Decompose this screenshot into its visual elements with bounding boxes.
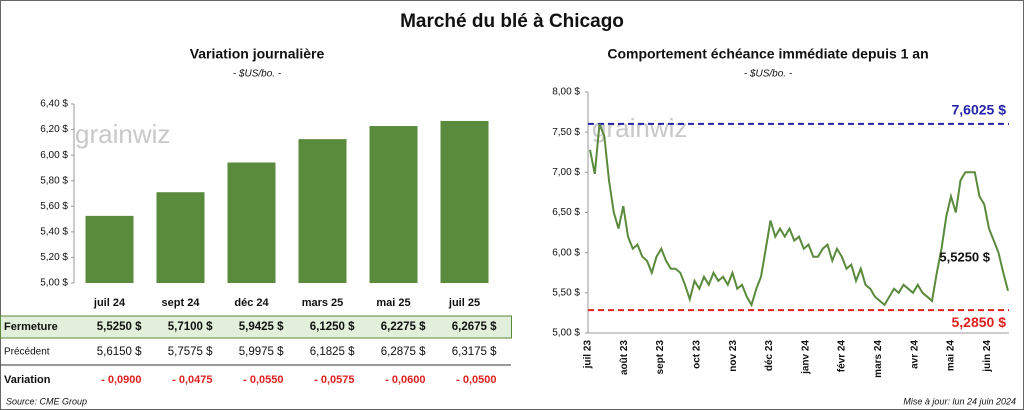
source: Source: CME Group [6, 396, 87, 406]
row-highlight [0, 315, 512, 339]
row-label: Variation [4, 374, 51, 386]
y-tick-label: 5,80 $ [40, 175, 68, 186]
row-label: Fermeture [4, 321, 58, 333]
bar [227, 162, 276, 283]
y-tick-label: 5,40 $ [40, 226, 68, 237]
chart-title: Comportement échéance immédiate depuis 1… [607, 46, 928, 62]
reference-label: 5,2850 $ [952, 314, 1007, 330]
x-tick-label: mai 24 [946, 340, 957, 372]
bar [85, 215, 134, 283]
watermark: grainwiz [592, 113, 687, 143]
bar [156, 192, 205, 283]
bar [440, 120, 489, 283]
y-tick-label: 5,50 $ [552, 287, 580, 298]
table-cell: 6,2675 $ [452, 321, 497, 333]
x-tick-label: août 23 [619, 340, 630, 375]
x-tick-label: oct 23 [692, 340, 703, 369]
y-tick-label: 5,00 $ [40, 278, 68, 289]
reference-label: 7,6025 $ [952, 102, 1007, 118]
table-cell: - 0,0500 [456, 374, 496, 386]
table-cell: - 0,0900 [101, 374, 141, 386]
x-tick-label: mars 25 [302, 297, 344, 309]
last-value-label: 5,5250 $ [939, 249, 990, 264]
table-cell: 6,1250 $ [310, 321, 355, 333]
watermark: grainwiz [75, 119, 170, 149]
y-tick-label: 6,00 $ [552, 247, 580, 258]
row-label: Précédent [4, 347, 50, 358]
table-cell: 5,9975 $ [239, 346, 284, 358]
y-tick-label: 8,00 $ [552, 87, 580, 98]
y-tick-label: 6,00 $ [40, 150, 68, 161]
x-tick-label: févr 24 [837, 340, 848, 373]
table-cell: 6,1825 $ [310, 346, 355, 358]
x-tick-label: sept 24 [162, 297, 201, 309]
table-cell: 5,7100 $ [168, 321, 213, 333]
x-tick-label: juil 23 [583, 340, 594, 370]
price-line [589, 123, 1009, 308]
chart-title: Variation journalière [190, 46, 325, 62]
table-cell: - 0,0600 [385, 374, 425, 386]
page-title: Marché du blé à Chicago [400, 11, 624, 32]
y-tick-label: 5,00 $ [552, 328, 580, 339]
x-tick-label: avr 24 [909, 340, 920, 369]
table-cell: 5,5250 $ [97, 321, 142, 333]
table-cell: - 0,0575 [314, 374, 354, 386]
y-tick-label: 6,20 $ [40, 124, 68, 135]
table-cell: 5,9425 $ [239, 321, 284, 333]
y-tick-label: 6,40 $ [40, 99, 68, 110]
table-cell: - 0,0550 [243, 374, 283, 386]
x-tick-label: mai 25 [376, 297, 410, 309]
table-cell: 5,6150 $ [97, 346, 142, 358]
chart-subtitle: - $US/bo. - [744, 69, 793, 80]
x-tick-label: janv 24 [800, 340, 811, 375]
table-cell: 6,2275 $ [381, 321, 426, 333]
updated: Mise à jour: lun 24 juin 2024 [903, 396, 1016, 406]
x-tick-label: déc 23 [764, 340, 775, 372]
y-tick-label: 5,60 $ [40, 201, 68, 212]
table-cell: 5,7575 $ [168, 346, 213, 358]
x-tick-label: déc 24 [234, 297, 269, 309]
y-tick-label: 6,50 $ [552, 207, 580, 218]
x-tick-label: mars 24 [873, 340, 884, 378]
bar [298, 139, 347, 283]
x-tick-label: juin 24 [982, 340, 993, 373]
chart-subtitle: - $US/bo. - [233, 69, 282, 80]
table-cell: - 0,0475 [172, 374, 212, 386]
y-tick-label: 7,00 $ [552, 167, 580, 178]
x-tick-label: nov 23 [728, 340, 739, 372]
y-tick-label: 5,20 $ [40, 252, 68, 263]
table-cell: 6,3175 $ [452, 346, 497, 358]
x-tick-label: juil 24 [93, 297, 126, 309]
x-tick-label: juil 25 [448, 297, 480, 309]
x-tick-label: sept 23 [655, 340, 666, 375]
y-tick-label: 7,50 $ [552, 127, 580, 138]
bar [369, 126, 418, 283]
table-cell: 6,2875 $ [381, 346, 426, 358]
